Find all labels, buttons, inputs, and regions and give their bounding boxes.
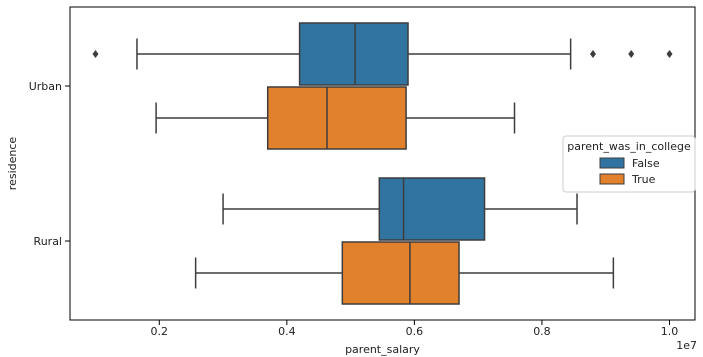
x-axis: 0.2 0.4 0.6 0.8 1.0 parent_salary 1e7	[151, 320, 697, 356]
x-exponent-label: 1e7	[676, 339, 697, 352]
x-tick-label: 0.4	[278, 325, 296, 338]
legend-swatch	[599, 157, 625, 169]
outlier-point	[628, 50, 635, 58]
outlier-point	[92, 50, 99, 58]
x-tick-label: 1.0	[661, 325, 679, 338]
y-axis-label: residence	[6, 137, 19, 191]
y-tick-label: Rural	[34, 235, 62, 248]
box-iqr	[298, 22, 409, 86]
y-tick-label: Urban	[29, 80, 62, 93]
legend: parent_was_in_college False True	[562, 135, 696, 193]
y-axis: Urban Rural residence	[6, 80, 70, 248]
legend-label: False	[632, 157, 660, 170]
legend-swatch	[599, 173, 625, 185]
box-iqr	[341, 241, 460, 305]
x-tick-label: 0.2	[151, 325, 169, 338]
x-tick-label: 0.8	[533, 325, 551, 338]
outlier-point	[666, 50, 673, 58]
legend-label: True	[631, 173, 656, 186]
plot-area	[69, 6, 696, 321]
x-axis-label: parent_salary	[345, 343, 420, 356]
outlier-point	[589, 50, 596, 58]
box-iqr	[266, 86, 407, 150]
legend-box	[562, 135, 696, 193]
box-iqr	[378, 177, 486, 241]
x-tick-label: 0.6	[406, 325, 424, 338]
legend-title: parent_was_in_college	[567, 140, 691, 153]
